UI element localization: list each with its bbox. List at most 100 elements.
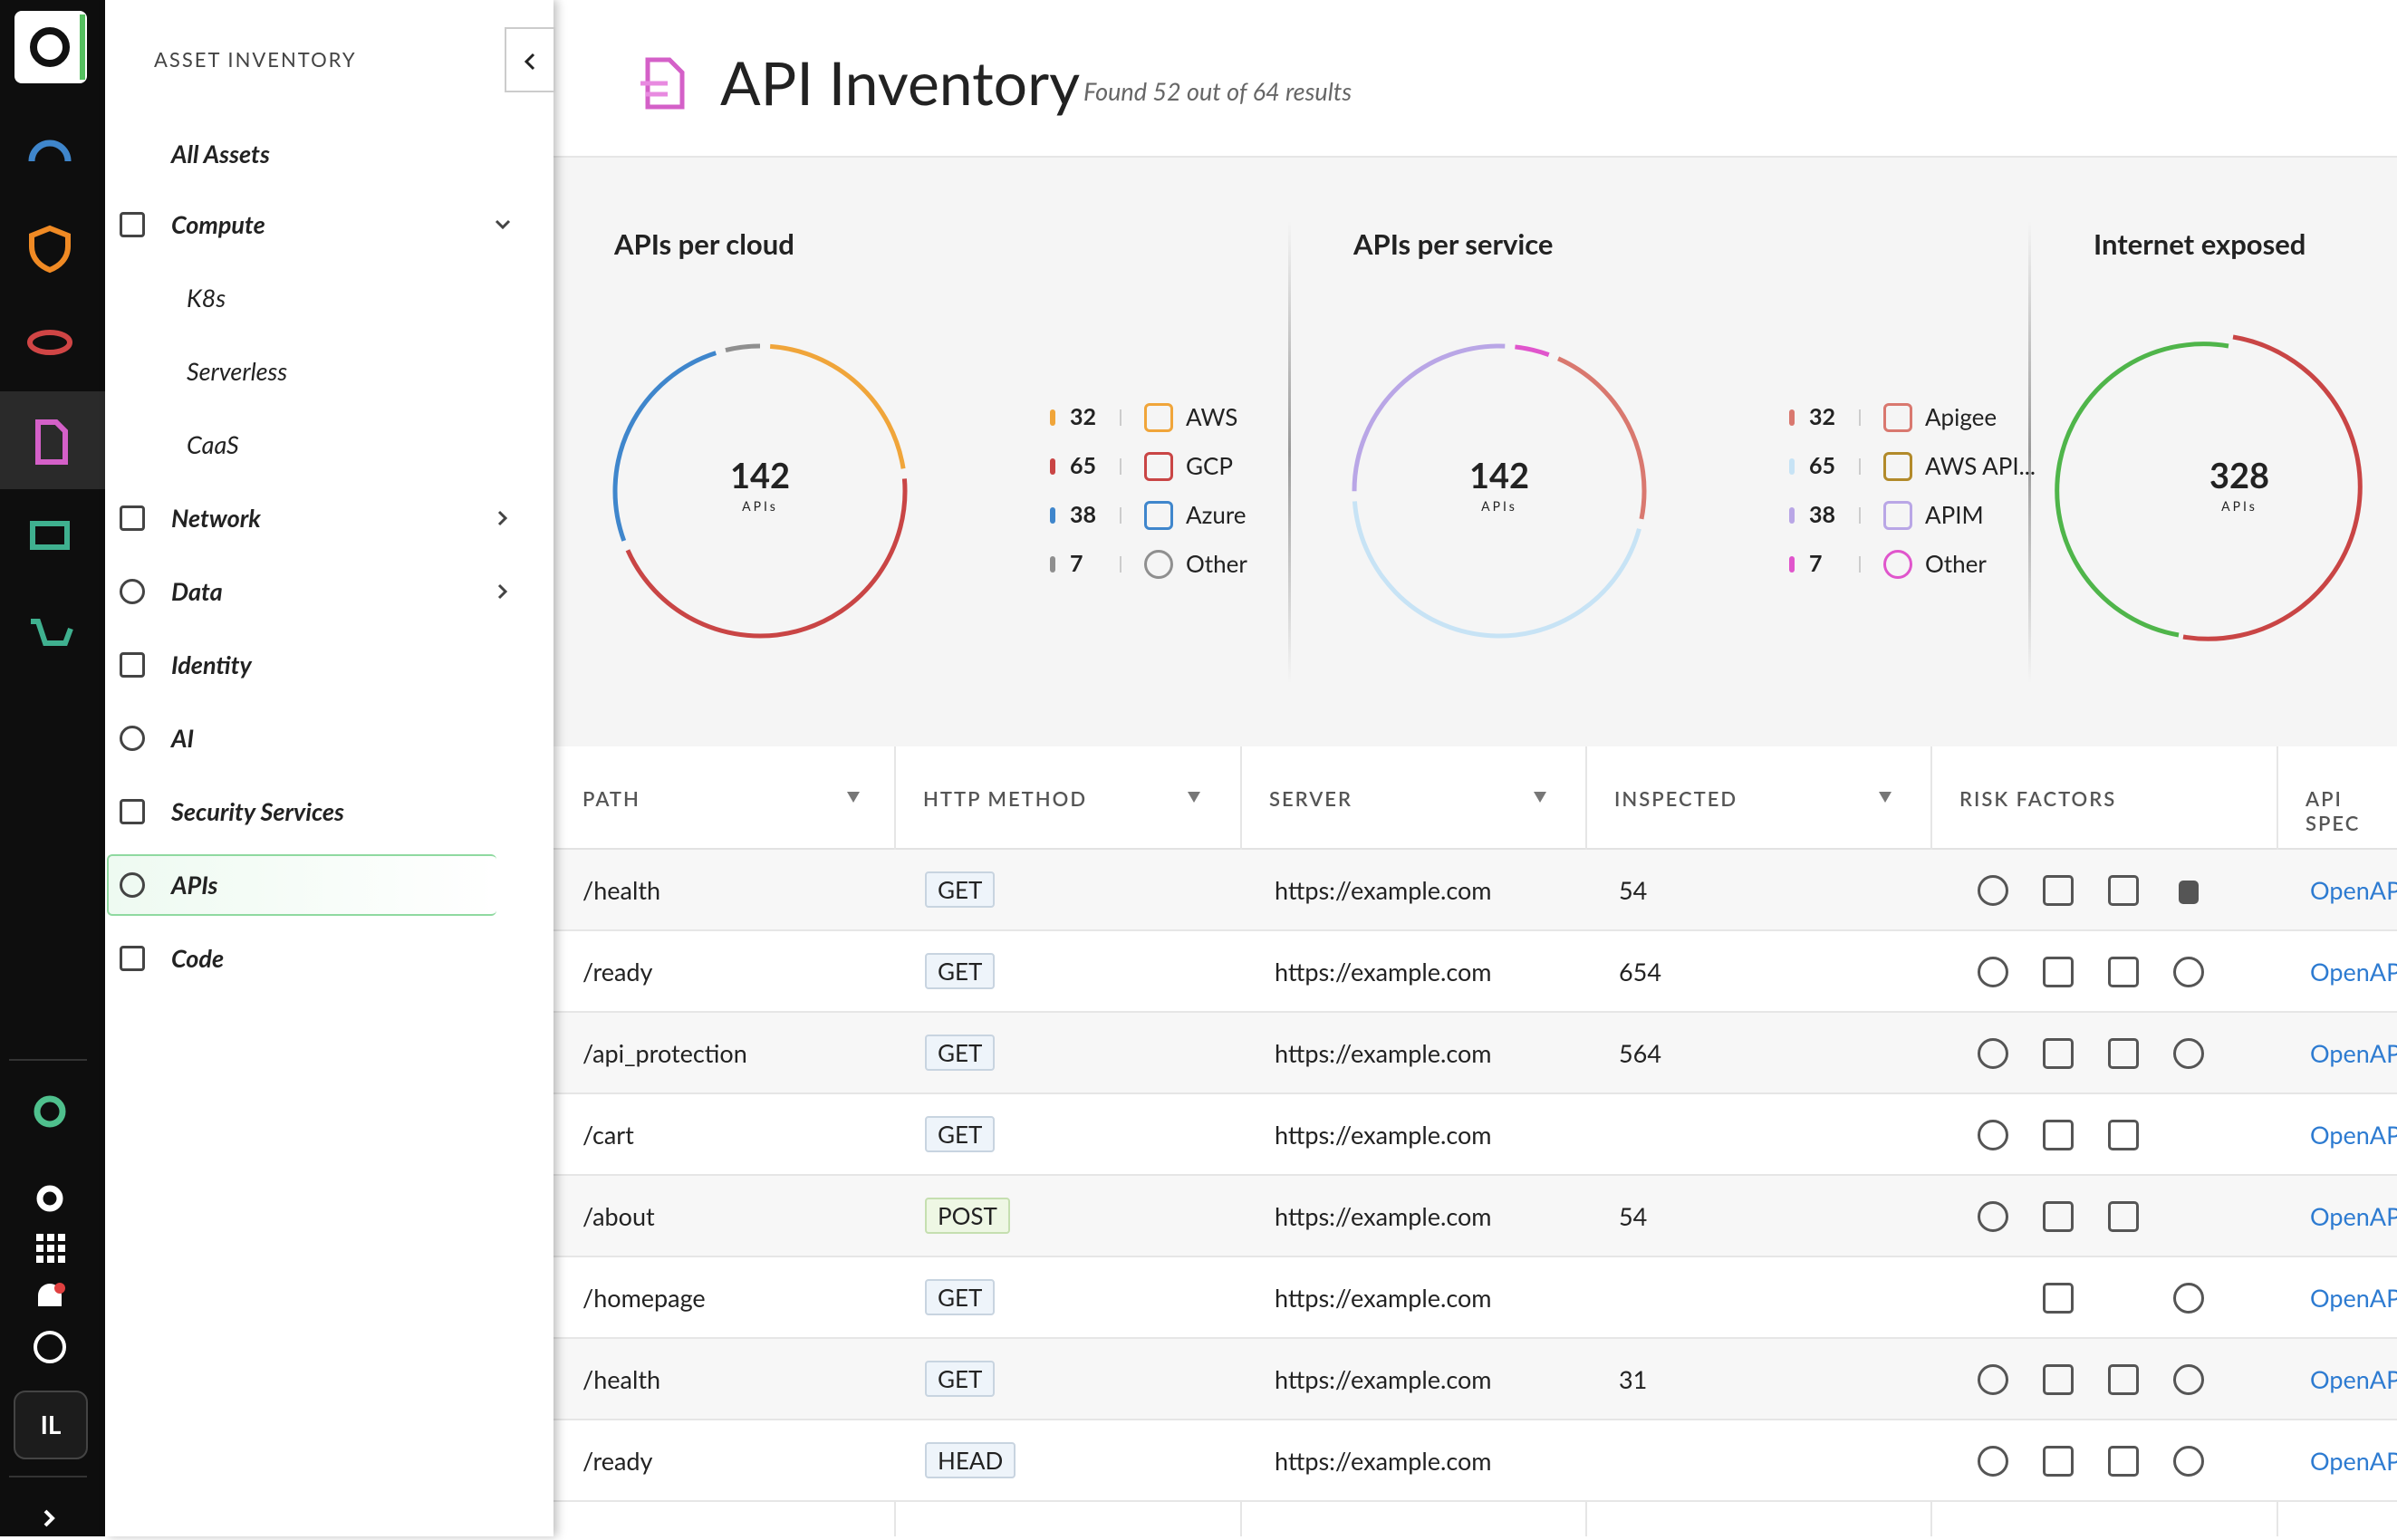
column-header[interactable]: INSPECTED: [1614, 786, 1738, 811]
legend-icon: [1144, 403, 1173, 432]
nav-item[interactable]: AI: [171, 723, 194, 753]
spec-link[interactable]: OpenAPI: [2310, 957, 2397, 987]
header: API Inventory Found 52 out of 64 results: [554, 0, 2397, 158]
server-cell: https://example.com: [1275, 1038, 1492, 1068]
risk-icon[interactable]: [2043, 1120, 2074, 1150]
legend-swatch: [1050, 507, 1055, 524]
server-cell: https://example.com: [1275, 1283, 1492, 1313]
spec-link[interactable]: OpenAPI: [2310, 1201, 2397, 1231]
legend-value: 38: [1070, 501, 1096, 528]
column-header[interactable]: API SPEC: [2306, 786, 2397, 835]
nav-item[interactable]: APIs: [171, 870, 217, 900]
method-badge: GET: [925, 871, 995, 908]
risk-icon[interactable]: [2173, 1283, 2204, 1314]
spec-link[interactable]: OpenAPI: [2310, 1283, 2397, 1313]
filter-icon[interactable]: [1879, 792, 1892, 803]
path-cell: /about: [582, 1201, 655, 1231]
spec-link[interactable]: OpenAPI: [2310, 1038, 2397, 1068]
nav-item[interactable]: Serverless: [187, 356, 287, 386]
legend-label: APIM: [1925, 500, 1984, 529]
path-cell: /cart: [582, 1120, 634, 1150]
server-cell: https://example.com: [1275, 1364, 1492, 1394]
spec-link[interactable]: OpenAPI: [2310, 875, 2397, 905]
icon-rail: IL: [0, 0, 105, 1536]
chevron-path: [496, 221, 509, 227]
nav-item[interactable]: All Assets: [171, 139, 270, 168]
risk-icon[interactable]: [2173, 1446, 2204, 1477]
risk-icon[interactable]: [2043, 1201, 2074, 1232]
inspected-cell: 564: [1619, 1038, 1661, 1068]
legend-swatch: [1789, 507, 1795, 524]
collapse-button[interactable]: [505, 27, 555, 92]
risk-icon[interactable]: [2108, 957, 2139, 987]
legend-sep: [1859, 409, 1861, 426]
method-badge: GET: [925, 1116, 995, 1152]
nav-item[interactable]: Data: [171, 576, 223, 606]
spec-link[interactable]: OpenAPI: [2310, 1446, 2397, 1476]
risk-icon[interactable]: [1978, 875, 2008, 906]
risk-icon[interactable]: [2043, 1038, 2074, 1069]
legend-icon: [1883, 403, 1912, 432]
column-header[interactable]: HTTP METHOD: [923, 786, 1087, 811]
spec-link[interactable]: OpenAPI: [2310, 1120, 2397, 1150]
nav-item[interactable]: CaaS: [187, 429, 239, 459]
column-header[interactable]: SERVER: [1269, 786, 1353, 811]
risk-icon[interactable]: [2043, 1446, 2074, 1477]
filter-icon[interactable]: [847, 792, 860, 803]
path-cell: /homepage: [582, 1283, 706, 1313]
risk-icon[interactable]: [1978, 1038, 2008, 1069]
user-initials[interactable]: IL: [14, 1409, 87, 1439]
risk-icon[interactable]: [1978, 1446, 2008, 1477]
filter-icon[interactable]: [1534, 792, 1546, 803]
risk-icon[interactable]: [2173, 1038, 2204, 1069]
legend-value: 65: [1070, 452, 1096, 479]
path-cell: /ready: [582, 1446, 652, 1476]
risk-icon[interactable]: [2108, 875, 2139, 906]
risk-icon[interactable]: [2108, 1038, 2139, 1069]
risk-icon[interactable]: [1978, 1201, 2008, 1232]
nav-item[interactable]: K8s: [187, 283, 226, 313]
risk-icon[interactable]: [2043, 1364, 2074, 1395]
risk-icon[interactable]: [2108, 1364, 2139, 1395]
main: API Inventory Found 52 out of 64 results…: [554, 0, 2397, 1536]
risk-icon[interactable]: [2043, 875, 2074, 906]
nav-item[interactable]: Security Services: [171, 796, 344, 826]
risk-icon[interactable]: [2108, 1201, 2139, 1232]
nav-icon: [120, 212, 145, 237]
risk-icon[interactable]: [2108, 1446, 2139, 1477]
risk-icon[interactable]: [2173, 957, 2204, 987]
risk-icon[interactable]: [2179, 881, 2199, 904]
risk-icon[interactable]: [2043, 957, 2074, 987]
legend-label: AWS API...: [1925, 451, 2036, 480]
chevron: [489, 578, 516, 605]
spec-link[interactable]: OpenAPI: [2310, 1364, 2397, 1394]
risk-icon[interactable]: [2173, 1364, 2204, 1395]
nav-icon: [120, 579, 145, 604]
risk-icon[interactable]: [2043, 1283, 2074, 1314]
legend-sep: [1859, 556, 1861, 573]
risk-icon[interactable]: [1978, 1364, 2008, 1395]
nav-item[interactable]: Compute: [171, 209, 265, 239]
nav-item[interactable]: Code: [171, 943, 224, 973]
filter-icon[interactable]: [1188, 792, 1200, 803]
risk-icon[interactable]: [1978, 1120, 2008, 1150]
chevron: [489, 505, 516, 532]
widget-title: APIs per service: [1353, 226, 1553, 261]
widget-title: Internet exposed: [2094, 226, 2306, 261]
sidebar-heading: ASSET INVENTORY: [154, 47, 357, 72]
column-header[interactable]: RISK FACTORS: [1959, 786, 2116, 811]
donut-total: 142: [669, 455, 851, 496]
nav-icon: [120, 505, 145, 531]
nav-icon: [120, 726, 145, 751]
risk-icon[interactable]: [1978, 957, 2008, 987]
nav-item[interactable]: Network: [171, 503, 261, 533]
nav-item[interactable]: Identity: [171, 650, 252, 679]
legend-label: Apigee: [1925, 402, 1997, 431]
column-header[interactable]: PATH: [582, 786, 640, 811]
legend-swatch: [1789, 409, 1795, 426]
path-cell: /health: [582, 875, 660, 905]
legend-sep: [1120, 556, 1121, 573]
legend-swatch: [1050, 458, 1055, 475]
legend-value: 65: [1809, 452, 1835, 479]
risk-icon[interactable]: [2108, 1120, 2139, 1150]
